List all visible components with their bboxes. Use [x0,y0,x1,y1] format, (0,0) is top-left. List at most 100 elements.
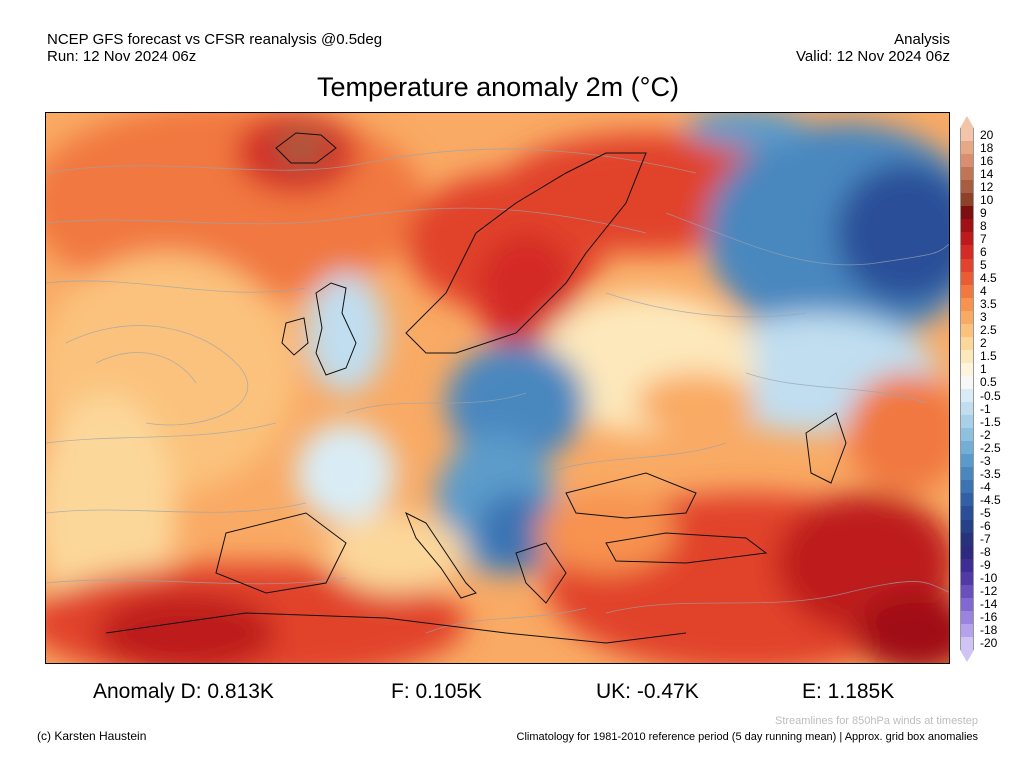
colorbar-tick-label: 2 [980,336,987,351]
colorbar [960,128,974,651]
colorbar-cell [960,441,974,455]
colorbar-cell [960,219,974,233]
valid-info: Analysis Valid: 12 Nov 2024 06z [796,31,950,65]
anomaly-field [46,113,949,663]
colorbar-tick-label: -1.5 [980,414,1001,429]
colorbar-tick-label: 10 [980,192,994,207]
colorbar-tick-label: -3.5 [980,466,1001,481]
colorbar-cell [960,206,974,220]
colorbar-tick-label: -16 [980,610,998,625]
colorbar-tick-label: 12 [980,179,994,194]
colorbar-cell [960,167,974,181]
colorbar-cell [960,480,974,494]
map-title: Temperature anomaly 2m (°C) [317,72,679,102]
colorbar-cell [960,323,974,338]
colorbar-cell [960,506,974,520]
colorbar-tick-label: 4.5 [980,271,997,286]
colorbar-cell [960,310,974,325]
colorbar-tick-label: 20 [980,127,994,142]
colorbar-tick-label: -2.5 [980,440,1001,455]
colorbar-cell [960,336,974,351]
italy-coast [405,511,477,599]
colorbar-tick-label: -14 [980,597,998,612]
uk-anomaly: UK: -0.47K [596,680,699,703]
colorbar-cell [960,545,974,560]
colorbar-cell [960,493,974,507]
colorbar-tick-label: -9 [980,558,991,573]
colorbar-cell [960,297,974,312]
colorbar-tick-label: -12 [980,584,998,599]
valid-time: Valid: 12 Nov 2024 06z [796,48,950,65]
turkey-coast [605,532,768,564]
colorbar-cell [960,467,974,481]
streamline-note: Streamlines for 850hPa winds at timestep [775,715,978,727]
colorbar-tick-label: 6 [980,244,987,259]
colorbar-tick-label: 3 [980,310,987,325]
iberia-coast [215,512,347,594]
colorbar-tick-label: 3.5 [980,297,997,312]
coastlines [105,132,847,644]
copyright: (c) Karsten Haustein [37,729,147,743]
france-anomaly: F: 0.105K [391,680,483,703]
colorbar-tick-label: -20 [980,636,998,651]
colorbar-cell [960,428,974,442]
scandinavia-coast [405,152,647,354]
colorbar-tick-label: 1 [980,362,987,377]
black-sea-coast [565,472,697,519]
colorbar-tick-label: -5 [980,505,991,520]
colorbar-tick-label: 0.5 [980,375,997,390]
model-description: NCEP GFS forecast vs CFSR reanalysis @0.… [47,31,383,48]
run-info: NCEP GFS forecast vs CFSR reanalysis @0.… [47,31,382,65]
run-time: Run: 12 Nov 2024 06z [47,48,197,65]
colorbar-cell [960,415,974,429]
colorbar-cell [960,193,974,207]
colorbar-tick-label: 9 [980,205,987,220]
iceland-coast [275,132,337,164]
colorbar-cell [960,258,974,273]
colorbar-tick-label: -7 [980,532,991,547]
colorbar-cell [960,271,974,286]
colorbar-tick-label: -2 [980,427,991,442]
colorbar-cell [960,571,974,586]
colorbar-cell [960,362,974,377]
colorbar-tick-label: -0.5 [980,388,1001,403]
colorbar-cell [960,154,974,168]
germany-anomaly: Anomaly D: 0.813K [93,680,274,703]
colorbar-tick-label: -4.5 [980,492,1001,507]
great-britain-coast [315,282,357,376]
colorbar-cell [960,623,974,638]
colorbar-cell [960,584,974,599]
colorbar-bottom-arrow [960,650,974,662]
colorbar-cell [960,245,974,259]
colorbar-tick-label: -1 [980,401,991,416]
colorbar-tick-label: 16 [980,153,994,168]
colorbar-tick-label: 7 [980,231,987,246]
analysis-label: Analysis [894,31,950,48]
climatology-note: Climatology for 1981-2010 reference peri… [516,731,978,743]
colorbar-cell [960,402,974,416]
colorbar-top-arrow [960,116,974,128]
colorbar-cell [960,284,974,299]
colorbar-tick-label: 18 [980,140,994,155]
ireland-coast [281,317,309,356]
colorbar-cell [960,128,974,142]
colorbar-tick-label: 1.5 [980,349,997,364]
temperature-anomaly-map [45,112,950,664]
balkans-coast [515,542,567,604]
colorbar-cell [960,558,974,573]
colorbar-tick-label: -8 [980,545,991,560]
colorbar-tick-label: 4 [980,284,987,299]
colorbar-cell [960,232,974,246]
colorbar-cell [960,454,974,468]
caspian-sea-coast [805,412,847,484]
colorbar-tick-label: -10 [980,571,998,586]
wind-streamlines [46,148,949,634]
colorbar-tick-label: 2.5 [980,323,997,338]
colorbar-cell [960,180,974,194]
spain-anomaly: E: 1.185K [802,680,895,703]
colorbar-tick-label: 5 [980,258,987,273]
colorbar-cell [960,532,974,547]
colorbar-cell [960,636,974,651]
colorbar-tick-label: -3 [980,453,991,468]
colorbar-cell [960,597,974,612]
